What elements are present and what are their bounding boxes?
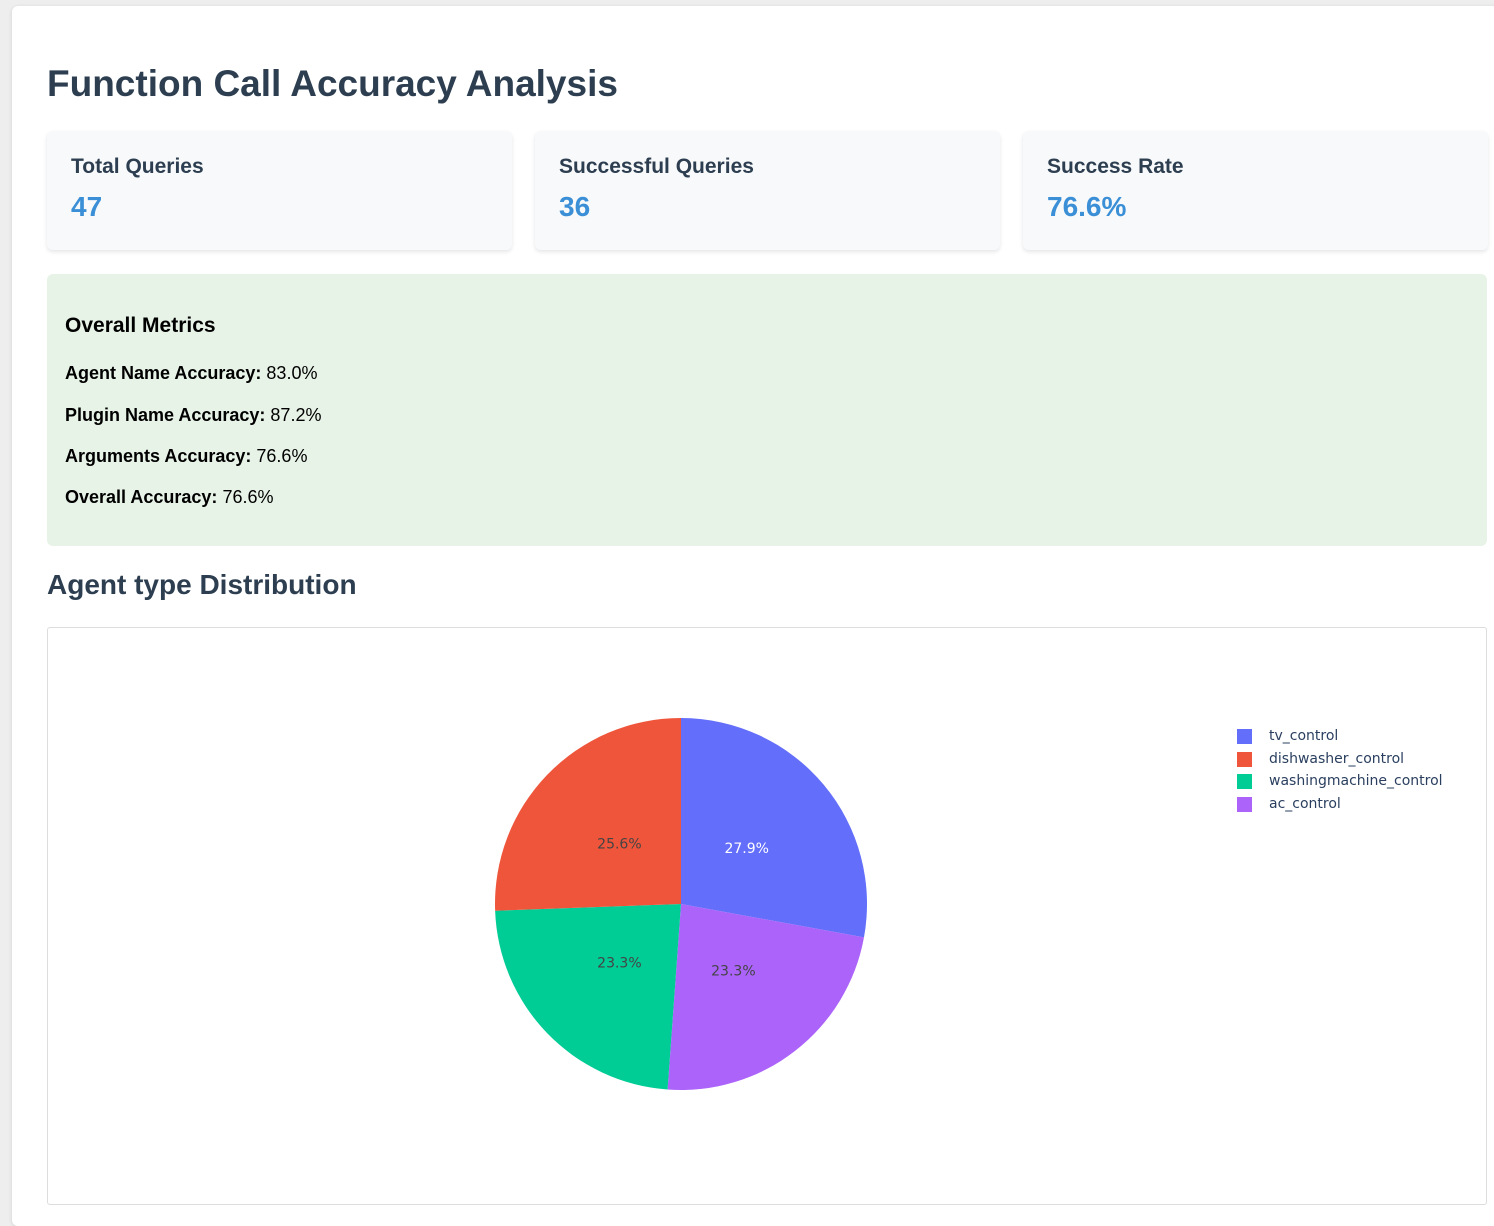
metric-value: 76.6% xyxy=(222,487,274,507)
stat-value: 47 xyxy=(71,191,103,222)
overall-metrics-title: Overall Metrics xyxy=(65,314,216,337)
legend-swatch xyxy=(1237,774,1252,790)
legend-swatch xyxy=(1237,797,1252,813)
slice-label-dishwasher_control: 25.6% xyxy=(597,837,641,853)
pie-slice-ac_control[interactable] xyxy=(667,904,864,1090)
pie-chart-svg: 27.9% 23.3% 23.3% 25.6% xyxy=(495,718,867,1090)
stat-label: Successful Queries xyxy=(559,155,754,178)
pie-slice-dishwasher_control[interactable] xyxy=(495,718,681,911)
pie-slice-tv_control[interactable] xyxy=(681,718,867,938)
stat-label: Success Rate xyxy=(1047,155,1184,178)
slice-label-washingmachine_control: 23.3% xyxy=(597,955,641,971)
stat-card-success-rate: Success Rate 76.6% xyxy=(1023,131,1488,250)
overall-metrics-panel: Overall Metrics Agent Name Accuracy: 83.… xyxy=(47,274,1487,546)
stat-value: 76.6% xyxy=(1047,191,1127,222)
legend-swatch xyxy=(1237,729,1252,744)
stat-label: Total Queries xyxy=(71,155,204,178)
stat-card-successful-queries: Successful Queries 36 xyxy=(535,131,1000,250)
metric-value: 76.6% xyxy=(256,446,308,466)
metric-plugin-name-accuracy: Plugin Name Accuracy: 87.2% xyxy=(65,405,321,426)
slice-label-tv_control: 27.9% xyxy=(724,841,768,857)
legend-swatch xyxy=(1237,751,1252,767)
metric-label: Arguments Accuracy: xyxy=(65,446,252,466)
metric-agent-name-accuracy: Agent Name Accuracy: 83.0% xyxy=(65,363,317,384)
distribution-title: Agent type Distribution xyxy=(47,569,357,600)
legend-label: dishwasher_control xyxy=(1269,750,1405,767)
pie-slice-washingmachine_control[interactable] xyxy=(495,904,681,1090)
metric-value: 87.2% xyxy=(270,405,322,425)
metric-overall-accuracy: Overall Accuracy: 76.6% xyxy=(65,487,273,508)
slice-label-ac_control: 23.3% xyxy=(711,964,755,980)
dashboard-page: Function Call Accuracy Analysis Total Qu… xyxy=(12,6,1494,1226)
legend-label: washingmachine_control xyxy=(1269,773,1443,790)
page-title: Function Call Accuracy Analysis xyxy=(47,63,618,104)
metric-label: Agent Name Accuracy: xyxy=(65,363,262,383)
metric-label: Plugin Name Accuracy: xyxy=(65,405,266,425)
stat-card-total-queries: Total Queries 47 xyxy=(47,131,512,250)
legend-label: tv_control xyxy=(1269,728,1339,744)
stat-value: 36 xyxy=(559,191,591,222)
legend-label: ac_control xyxy=(1269,796,1341,813)
metric-arguments-accuracy: Arguments Accuracy: 76.6% xyxy=(65,446,307,467)
metric-value: 83.0% xyxy=(266,363,318,383)
agent-type-pie-chart: 27.9% 23.3% 23.3% 25.6% tv_control dishwashe… xyxy=(47,627,1487,1205)
metric-label: Overall Accuracy: xyxy=(65,487,218,507)
